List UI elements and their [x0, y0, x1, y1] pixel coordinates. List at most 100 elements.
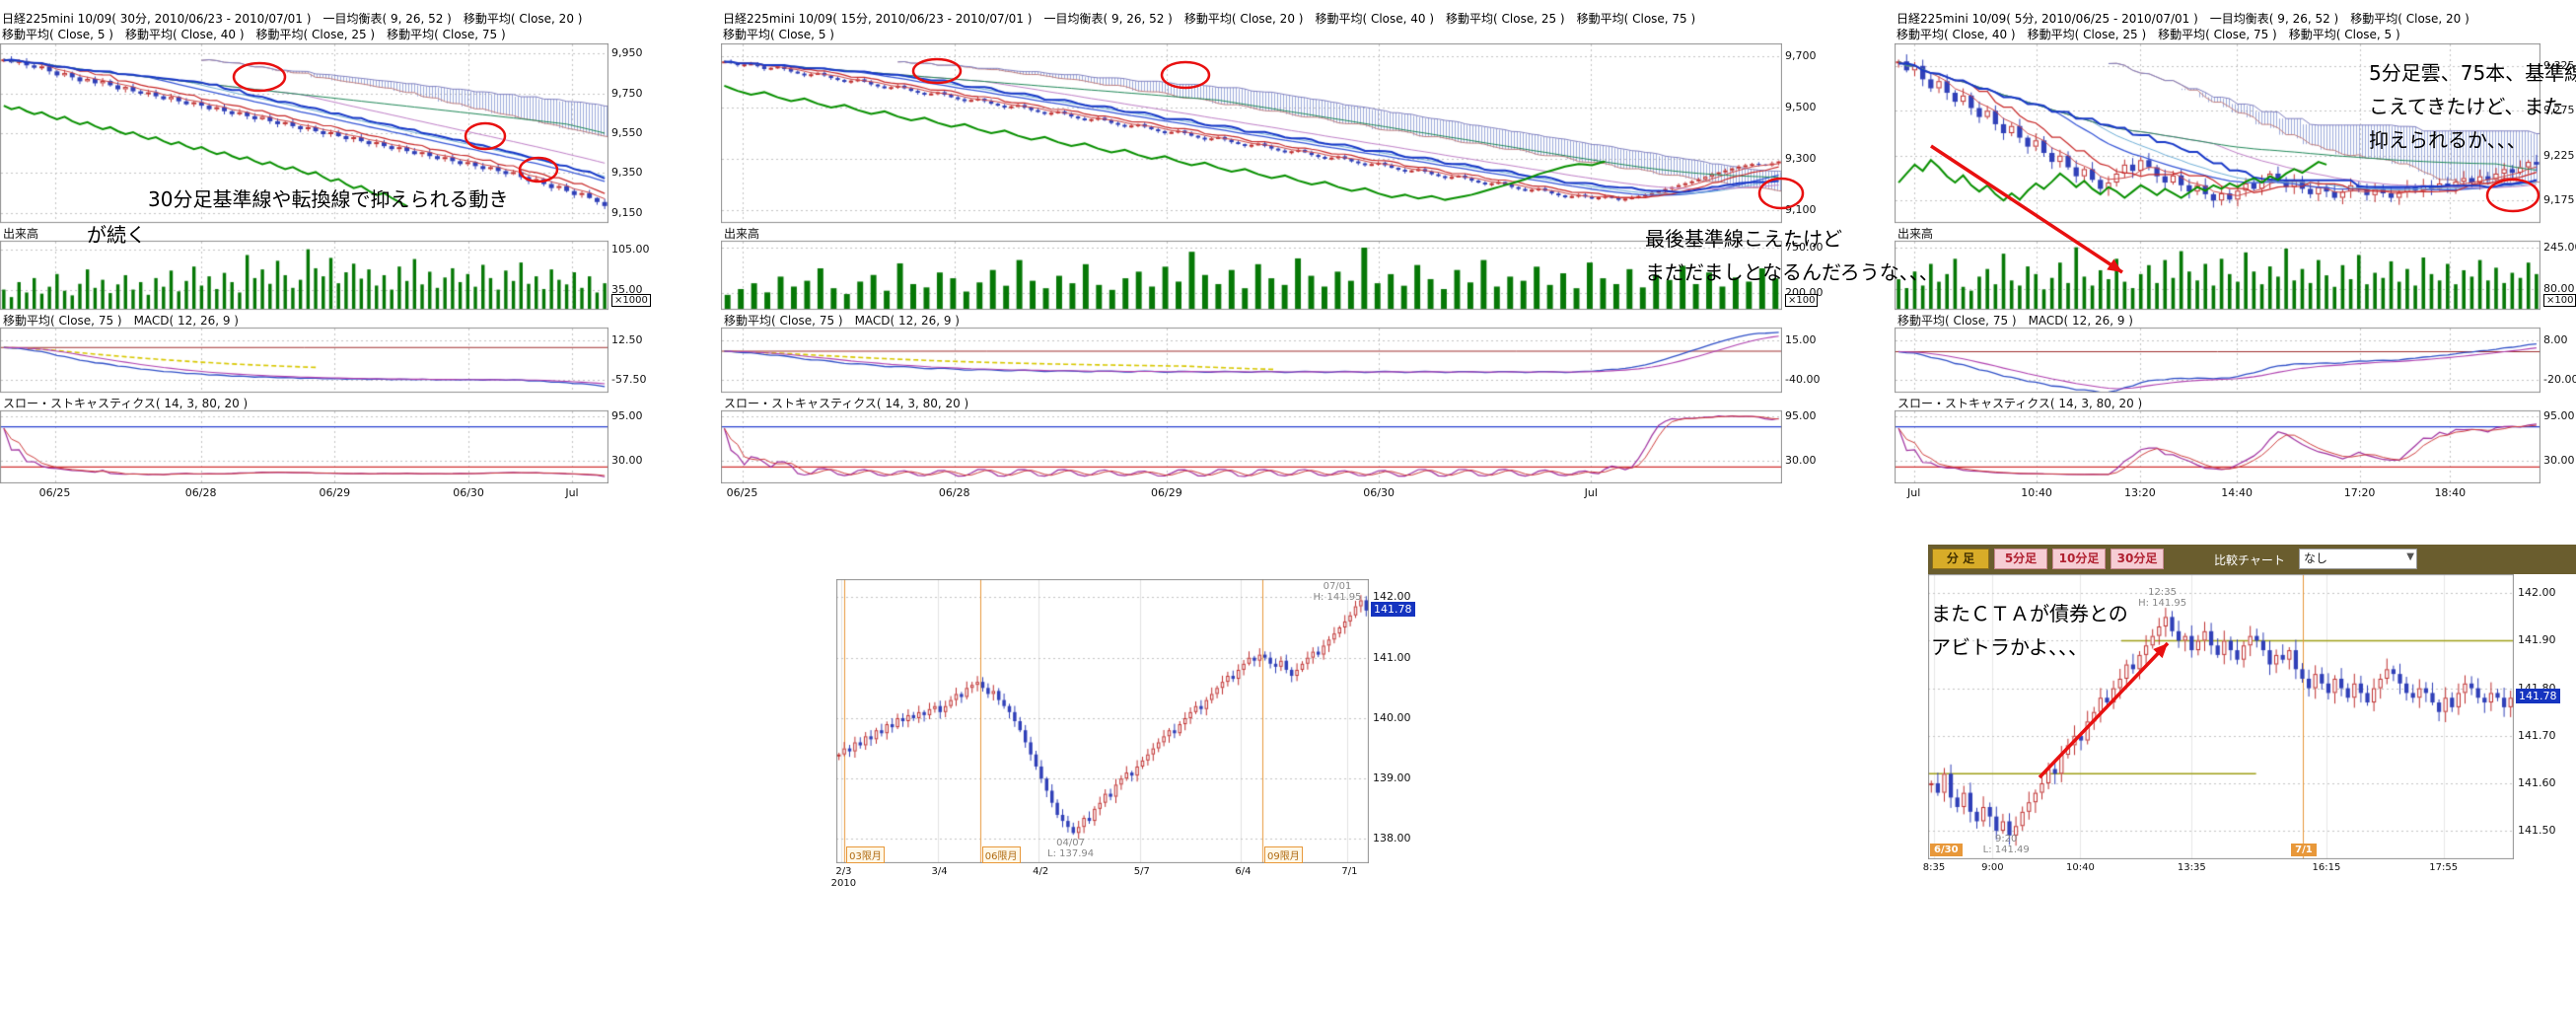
x-axis-label: 17:55	[2429, 862, 2459, 873]
x-axis-label: 06/30	[1363, 486, 1395, 499]
x-axis-label: 06/25	[726, 486, 758, 499]
low-label: 04/07 L: 137.94	[1047, 838, 1095, 859]
x-axis-label: 8:35	[1922, 862, 1946, 873]
x-axis-label: 7/1	[1341, 866, 1358, 877]
price-axis-label: 9,100	[1785, 203, 1817, 216]
x-axis-label: 06/28	[938, 486, 970, 499]
macd-axis-label: -20.00	[2543, 372, 2576, 386]
chart-header-line2: 移動平均( Close, 5 )	[723, 28, 834, 41]
tab-30分足[interactable]: 30分足	[2111, 549, 2164, 569]
price-axis-label: 9,750	[611, 86, 643, 100]
x-axis-label: 13:35	[2177, 862, 2206, 873]
day-line-label: 7/1	[2291, 844, 2317, 856]
stoch-axis-label: 95.00	[2543, 409, 2575, 423]
x-axis-label: 2/3 2010	[830, 866, 857, 889]
price-axis-label: 9,350	[611, 166, 643, 180]
stoch-axis-label: 95.00	[611, 409, 643, 423]
volume-axis-label: 35.00	[611, 282, 643, 296]
volume-unit-label: ×1000	[611, 294, 651, 307]
macd-pane-label: 移動平均( Close, 75 ) MACD( 12, 26, 9 )	[724, 314, 960, 328]
annotation-note: が続く	[87, 223, 146, 247]
volume-pane-label: 出来高	[724, 227, 760, 241]
stoch-pane-label: スロー・ストキャスティクス( 14, 3, 80, 20 )	[3, 397, 249, 410]
volume-pane-label: 出来高	[3, 227, 39, 241]
macd-axis-label: 15.00	[1785, 333, 1817, 347]
annotation-note: 30分足基準線や転換線で抑えられる動き	[148, 187, 509, 211]
contract-month-label: 09限月	[1264, 846, 1303, 863]
x-axis-label: 06/28	[184, 486, 217, 499]
daily-bond-canvas[interactable]	[836, 579, 1369, 863]
volume-axis-label: 750.00	[1785, 241, 1824, 254]
x-axis-label: 3/4	[931, 866, 948, 877]
price-indicator-canvas-nikkei-30min[interactable]	[0, 43, 608, 483]
annotation-note: まだだましとなるんだろうな、、、	[1645, 260, 1939, 284]
tab-5分足[interactable]: 5分足	[1994, 549, 2047, 569]
price-axis-label: 9,950	[611, 46, 643, 60]
stoch-pane-label: スロー・ストキャスティクス( 14, 3, 80, 20 )	[1897, 397, 2143, 410]
macd-pane-label: 移動平均( Close, 75 ) MACD( 12, 26, 9 )	[3, 314, 239, 328]
price-axis-label: 9,700	[1785, 49, 1817, 62]
price-axis-label: 9,550	[611, 126, 643, 139]
dropdown-arrow-icon: ▼	[2406, 551, 2414, 562]
annotation-note: 抑えられるか、、、	[2369, 128, 2527, 152]
chart-panel-nikkei-30min: 日経225mini 10/09( 30分, 2010/06/23 - 2010/…	[0, 10, 671, 503]
daily-bond-chart: 142.00 141.00 140.00 139.00 138.00 141.78 07/0…	[831, 579, 1428, 895]
compare-chart-dropdown[interactable]: なし ▼	[2299, 549, 2417, 569]
x-axis-label: 06/30	[453, 486, 484, 499]
chart-header-line2: 移動平均( Close, 40 ) 移動平均( Close, 25 ) 移動平均…	[1896, 28, 2400, 41]
day-start-label: 6/30	[1930, 844, 1963, 856]
price-axis-label: 9,300	[1785, 152, 1817, 165]
intraday-bond-canvas[interactable]	[1928, 574, 2514, 859]
macd-axis-label: 12.50	[611, 333, 643, 347]
current-price-badge: 141.78	[2516, 689, 2560, 704]
stoch-axis-label: 30.00	[2543, 453, 2575, 467]
x-axis-label: 9:00	[1981, 862, 2004, 873]
x-axis-label: Jul	[1907, 486, 1921, 499]
contract-month-label: 06限月	[981, 846, 1021, 863]
price-axis-label: 141.60	[2518, 775, 2556, 789]
tab-minute[interactable]: 分 足	[1932, 549, 1989, 569]
high-label: 12:35 H: 141.95	[2138, 587, 2187, 610]
price-axis-label: 9,150	[611, 205, 643, 219]
intraday-bond-chart: 分 足 5分足 10分足 30分足 比較チャート なし ▼ 142.00 141.90 141.8…	[1923, 545, 2576, 887]
price-axis-label: 138.00	[1373, 832, 1411, 845]
tab-10分足[interactable]: 10分足	[2052, 549, 2106, 569]
contract-month-label: 03限月	[846, 846, 885, 863]
volume-axis-label: 105.00	[611, 242, 650, 256]
macd-axis-label: -57.50	[611, 372, 647, 386]
price-axis-label: 9,175	[2543, 193, 2575, 207]
macd-pane-label: 移動平均( Close, 75 ) MACD( 12, 26, 9 )	[1897, 314, 2133, 328]
price-axis-label: 141.50	[2518, 824, 2556, 838]
volume-unit-label: ×100	[2543, 294, 2576, 307]
compare-chart-label: 比較チャート	[2214, 553, 2285, 567]
price-axis-label: 141.00	[1373, 650, 1411, 664]
x-axis-label: 06/29	[1151, 486, 1182, 499]
annotation-note: またＣＴＡが債券との	[1931, 602, 2128, 625]
x-axis-label: 18:40	[2434, 486, 2467, 499]
price-axis-label: 140.00	[1373, 710, 1411, 724]
x-axis-label: 14:40	[2221, 486, 2253, 499]
annotation-note: 最後基準線こえたけど	[1645, 227, 1842, 251]
x-axis-label: 10:40	[2066, 862, 2095, 873]
x-axis-label: 06/29	[319, 486, 351, 499]
volume-axis-label: 245.00	[2543, 240, 2576, 254]
annotation-note: 5分足雲、75本、基準線	[2369, 61, 2576, 85]
price-indicator-canvas-nikkei-15min[interactable]	[721, 43, 1782, 483]
x-axis-label: 06/25	[38, 486, 71, 499]
x-axis-label: 16:15	[2312, 862, 2341, 873]
x-axis-label: 17:20	[2343, 486, 2376, 499]
chart-header-line2: 移動平均( Close, 5 ) 移動平均( Close, 40 ) 移動平均(…	[2, 28, 506, 41]
x-axis-label: Jul	[1584, 486, 1598, 499]
x-axis-label: 6/4	[1235, 866, 1252, 877]
macd-axis-label: -40.00	[1785, 372, 1821, 386]
chart-header-line1: 日経225mini 10/09( 15分, 2010/06/23 - 2010/…	[723, 12, 1696, 26]
price-axis-label: 142.00	[1373, 590, 1411, 604]
timeframe-tab-bar: 分 足 5分足 10分足 30分足 比較チャート なし ▼	[1928, 545, 2576, 574]
price-axis-label: 9,325	[2543, 58, 2575, 72]
x-axis-label: 10:40	[2021, 486, 2052, 499]
low-label: 9:20 L: 141.49	[1982, 834, 2030, 855]
annotation-note: アビトラかよ、、、	[1931, 635, 2088, 659]
price-axis-label: 9,225	[2543, 148, 2575, 162]
price-axis-label: 141.70	[2518, 728, 2556, 742]
